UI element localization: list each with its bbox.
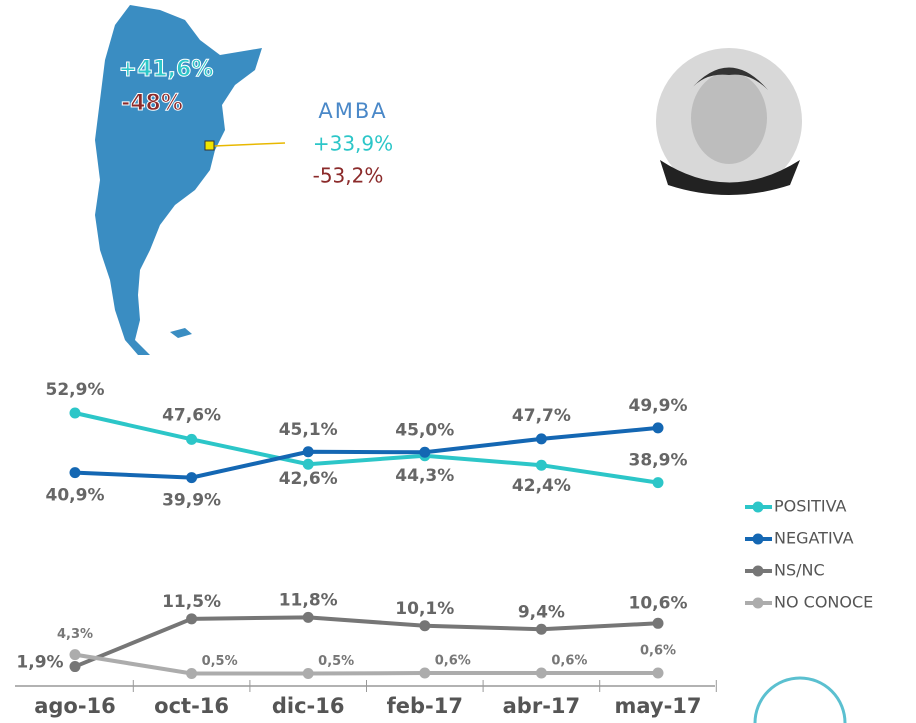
- x-tick-label: may-17: [614, 694, 701, 718]
- value-label: 38,9%: [629, 451, 688, 471]
- point: [535, 433, 547, 445]
- point: [419, 446, 431, 458]
- icon-arc: [753, 676, 847, 723]
- value-label: 11,5%: [162, 592, 221, 612]
- point: [302, 668, 314, 680]
- legend-marker: [752, 501, 764, 513]
- point: [535, 459, 547, 471]
- value-label: 42,4%: [512, 476, 571, 496]
- point: [186, 472, 198, 484]
- point: [186, 433, 198, 445]
- value-label: 45,1%: [279, 420, 338, 440]
- point: [419, 620, 431, 632]
- point: [186, 613, 198, 625]
- point: [69, 407, 81, 419]
- value-label: 4,3%: [57, 627, 93, 642]
- value-label: 0,6%: [435, 654, 471, 669]
- legend-label: NO CONOCE: [774, 593, 873, 612]
- point: [535, 667, 547, 679]
- x-tick-label: feb-17: [387, 694, 463, 718]
- point: [302, 446, 314, 458]
- value-label: 42,6%: [279, 469, 338, 489]
- value-label: 52,9%: [46, 380, 105, 400]
- pointer-box: [204, 140, 215, 151]
- legend-marker: [752, 533, 764, 545]
- series-line: [74, 411, 659, 485]
- map-positive: +41,6%: [119, 57, 214, 82]
- region-label: AMBA: [318, 99, 387, 123]
- x-tick-label: abr-17: [503, 694, 581, 718]
- map: [95, 5, 262, 355]
- value-label: 0,6%: [640, 644, 676, 659]
- pointer-line: [213, 142, 286, 147]
- point: [652, 477, 664, 489]
- islands: [170, 328, 192, 338]
- region-positive: +33,9%: [313, 132, 393, 156]
- portrait-body: [660, 160, 800, 195]
- series-line: [74, 615, 659, 669]
- legend-label: NEGATIVA: [774, 529, 854, 548]
- value-label: 45,0%: [395, 420, 454, 440]
- value-label: 0,6%: [551, 654, 587, 669]
- point: [69, 661, 81, 673]
- point: [652, 422, 664, 434]
- point: [652, 667, 664, 679]
- value-label: 39,9%: [162, 491, 221, 511]
- series-line: [74, 425, 659, 480]
- x-tick-label: ago-16: [34, 694, 116, 718]
- series-line: [74, 652, 658, 676]
- value-label: 40,9%: [46, 486, 105, 506]
- point: [69, 649, 81, 661]
- value-label: 9,4%: [518, 602, 565, 622]
- value-label: 0,5%: [202, 654, 238, 669]
- x-tick-label: oct-16: [154, 694, 229, 718]
- map-negative: -48%: [121, 91, 183, 116]
- portrait-hair: [690, 67, 768, 90]
- region-negative: -53,2%: [313, 164, 384, 188]
- value-label: 47,6%: [162, 405, 221, 425]
- legend-marker: [752, 597, 764, 609]
- value-label: 47,7%: [512, 406, 571, 426]
- point: [419, 667, 431, 679]
- value-label: 0,5%: [318, 654, 354, 669]
- point: [652, 617, 664, 629]
- value-label: 10,1%: [395, 599, 454, 619]
- legend-label: NS/NC: [774, 561, 825, 580]
- legend-label: POSITIVA: [774, 497, 847, 516]
- x-tick-label: dic-16: [272, 694, 345, 718]
- value-label: 49,9%: [629, 396, 688, 416]
- portrait-face: [691, 72, 767, 164]
- point: [302, 611, 314, 623]
- legend-marker: [752, 565, 764, 577]
- point: [186, 668, 198, 680]
- point: [69, 467, 81, 479]
- point: [535, 623, 547, 635]
- value-label: 11,8%: [279, 590, 338, 610]
- point: [302, 458, 314, 470]
- value-label: 10,6%: [629, 593, 688, 613]
- value-label: 1,9%: [16, 653, 63, 673]
- value-label: 44,3%: [395, 466, 454, 486]
